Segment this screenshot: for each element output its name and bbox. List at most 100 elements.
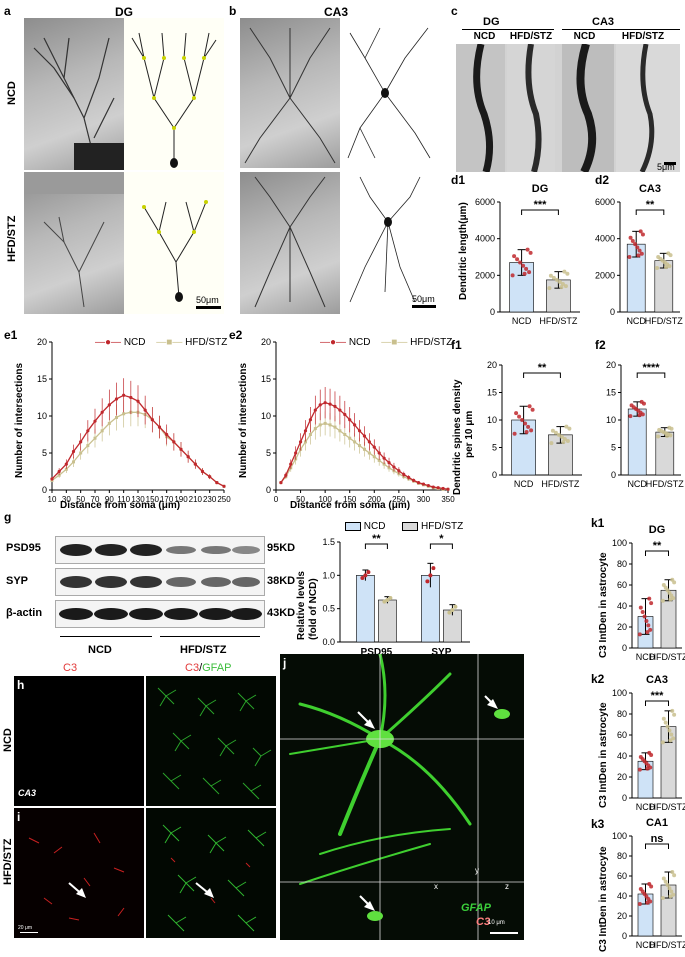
data-point [670, 870, 675, 874]
data-point [655, 266, 660, 270]
x-tick-label: 110 [117, 495, 130, 504]
e1-legend-hfd: HFD/STZ [185, 337, 228, 348]
data-point [100, 429, 104, 433]
data-point [633, 242, 638, 247]
data-point [64, 462, 68, 466]
panel-c-group-dg: DG [483, 16, 500, 28]
y-tick-label: 20 [617, 911, 627, 921]
g-legend-ncd: NCD [363, 521, 386, 532]
data-point [150, 418, 154, 422]
x-tick-label: HFD/STZ [650, 802, 685, 812]
y-tick-label: 5 [42, 448, 47, 458]
e2-legend-hfd-marker: —■— [381, 337, 408, 348]
data-point [672, 873, 677, 878]
data-point [553, 430, 558, 435]
x-tick-label: 30 [62, 495, 71, 504]
e2-xlabel: Distance from soma (μm) [290, 500, 411, 511]
data-point [72, 460, 75, 464]
y-tick-label: 80 [617, 559, 627, 569]
data-point [86, 429, 90, 433]
e2-legend-hfd: HFD/STZ [410, 337, 453, 348]
data-point [637, 632, 642, 637]
panel-e2-letter: e2 [229, 328, 243, 342]
data-point [556, 432, 561, 437]
data-point [338, 408, 342, 412]
data-point [179, 447, 183, 451]
g-ylabel-1: Relative levels [296, 571, 307, 640]
significance-bracket [523, 372, 561, 378]
panel-c-scale-label: 5μm [657, 162, 675, 172]
g-legend-hfd: HFD/STZ [421, 521, 464, 532]
data-point [520, 418, 525, 422]
data-point [318, 423, 322, 427]
data-point [647, 596, 652, 601]
i-c3gfap-hfd-image [146, 808, 276, 938]
y-tick-label: 0 [622, 793, 627, 803]
data-point [645, 766, 650, 771]
x-tick-label: NCD [636, 940, 656, 950]
x-tick-label: NCD [636, 802, 656, 812]
y-tick-label: 4000 [475, 234, 495, 244]
data-point [515, 257, 520, 262]
data-point [562, 269, 567, 274]
data-point [208, 475, 212, 479]
data-point [363, 573, 368, 578]
data-point [628, 414, 633, 419]
j-c3-label: C3 [476, 916, 491, 928]
panel-i-letter: i [17, 810, 21, 824]
y-tick-label: 20 [261, 337, 271, 347]
data-point [318, 403, 322, 407]
data-point [353, 423, 357, 427]
data-point [656, 255, 661, 259]
significance-label: *** [534, 199, 548, 211]
wb-row-label-psd95: PSD95 [6, 542, 41, 554]
y-tick-label: 40 [617, 601, 627, 611]
wb-row-label-actin: β-actin [6, 607, 43, 619]
x-tick-label: NCD [626, 316, 646, 326]
data-point [559, 285, 564, 290]
data-point [382, 456, 386, 460]
f1-ylabel-1: Dendritic spines density [452, 379, 463, 495]
e1-legend-ncd-marker: —●— [95, 337, 122, 348]
data-point [79, 451, 83, 455]
data-point [428, 573, 433, 578]
wb-group-ncd: NCD [88, 644, 112, 656]
data-point [372, 445, 376, 449]
data-point [637, 248, 642, 253]
data-point [358, 444, 362, 448]
data-point [343, 433, 347, 436]
data-point [115, 415, 118, 419]
panel-b-scale-label: 50μm [412, 294, 435, 304]
data-point [529, 428, 534, 433]
data-point [627, 255, 632, 259]
panel-k2-letter: k2 [591, 672, 605, 686]
data-point [524, 266, 529, 271]
data-point [100, 410, 104, 414]
chart-f1: 0 5 10 15 20 NCD HFD/STZ ** [487, 360, 582, 489]
data-point [284, 473, 288, 477]
data-point [186, 455, 190, 459]
ca3-hfd-micrograph [240, 172, 340, 314]
x-tick-label: 200 [368, 495, 382, 504]
chart-g: 0.0 0.5 1.0 1.5 PSD95 ** SYP * [322, 533, 470, 658]
e2-ylabel: Number of intersections [238, 362, 249, 478]
j-gfap-label: GFAP [461, 902, 491, 914]
data-point [360, 576, 365, 580]
y-tick-label: 60 [617, 871, 627, 881]
data-point [303, 429, 308, 433]
x-tick-label: HFD/STZ [541, 479, 579, 489]
panel-c-scalebar [664, 162, 676, 165]
data-point [328, 423, 332, 427]
chart-title: CA1 [646, 818, 668, 829]
data-point [431, 485, 435, 489]
data-point [313, 408, 317, 412]
y-tick-label: 10 [606, 415, 616, 425]
data-point [425, 579, 430, 584]
data-point [554, 277, 559, 282]
ca3-ncd-micrograph [240, 18, 340, 168]
data-point [357, 429, 362, 433]
y-tick-label: 100 [612, 538, 627, 548]
